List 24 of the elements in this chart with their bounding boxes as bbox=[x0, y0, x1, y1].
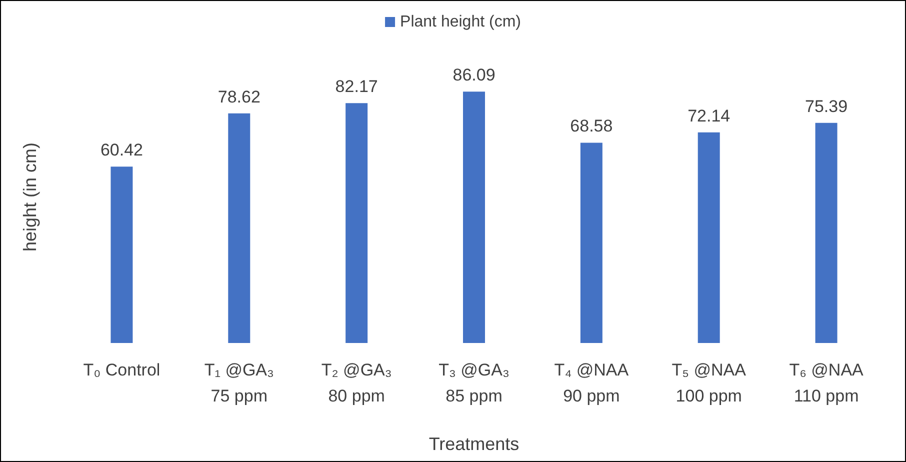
data-label: 86.09 bbox=[452, 66, 496, 85]
bar bbox=[463, 92, 485, 343]
data-label: 82.17 bbox=[335, 77, 378, 96]
data-label: 78.62 bbox=[218, 87, 260, 106]
x-tick-label: T₄ @NAA 90 ppm bbox=[554, 360, 630, 406]
y-axis-title: height (in cm) bbox=[20, 142, 40, 252]
x-tick-label: T₆ @NAA 110 ppm bbox=[789, 360, 864, 406]
bar bbox=[228, 113, 250, 343]
bar bbox=[580, 142, 602, 343]
data-label: 68.58 bbox=[570, 116, 613, 136]
data-label: 72.14 bbox=[688, 106, 730, 126]
x-axis-title: Treatments bbox=[428, 434, 520, 454]
legend-label: Plant height (cm) bbox=[400, 14, 521, 30]
x-tick-label: T₁ @GA₃ 75 ppm bbox=[204, 360, 274, 406]
x-tick-label: T₂ @GA₃ 80 ppm bbox=[321, 360, 392, 406]
x-tick-label: T₃ @GA₃ 85 ppm bbox=[438, 360, 510, 406]
data-label: 60.42 bbox=[100, 140, 143, 160]
bar bbox=[346, 103, 368, 343]
x-tick-label: T₅ @NAA 100 ppm bbox=[672, 360, 747, 406]
bar bbox=[815, 122, 838, 343]
x-tick-label: T₀ Control bbox=[83, 360, 160, 380]
bar bbox=[698, 132, 720, 343]
bar bbox=[110, 166, 133, 343]
data-label: 75.39 bbox=[805, 96, 848, 116]
